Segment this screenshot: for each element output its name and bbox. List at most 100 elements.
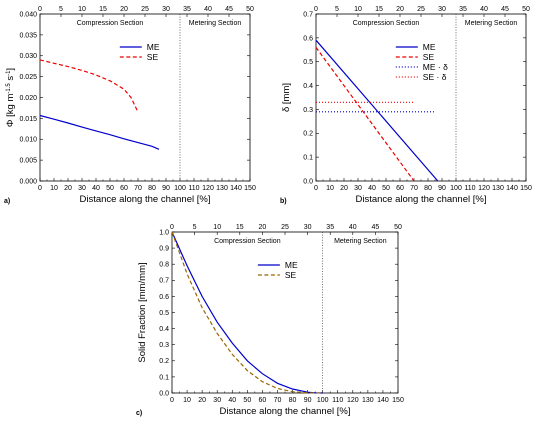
x-tick-label: 60 xyxy=(396,185,404,192)
chart-panel-a: 0 10 20 30 40 50 60 70 80 90 100 110 120 130 140 150 0 5 1… xyxy=(4,6,256,205)
y-axis-label: δ [mm] xyxy=(281,83,292,112)
x-tick-label: 110 xyxy=(188,185,199,192)
top-tick-label: 40 xyxy=(349,224,357,231)
y-axis-label-part: s xyxy=(5,76,16,84)
x-tick-label: 0 xyxy=(170,397,174,404)
legend-label: ME · δ xyxy=(423,62,448,72)
y-tick-label: 0.1 xyxy=(303,155,313,162)
top-tick-label: 25 xyxy=(141,6,149,13)
top-tick-label: 10 xyxy=(78,6,86,13)
top-tick-label: 15 xyxy=(375,6,383,13)
y-tick-label: 0.2 xyxy=(159,358,169,365)
x-tick-label: 90 xyxy=(304,397,312,404)
top-tick-label: 5 xyxy=(193,224,197,231)
x-tick-label: 120 xyxy=(347,397,359,404)
x-tick-label: 60 xyxy=(120,185,128,192)
y-tick-label: 0.015 xyxy=(19,116,37,123)
top-tick-label: 15 xyxy=(99,6,107,13)
series-line xyxy=(171,231,323,394)
x-tick-label: 30 xyxy=(213,397,221,404)
y-tick-label: 0.6 xyxy=(303,35,313,42)
x-axis-label: Distance along the channel [%] xyxy=(80,194,211,205)
x-tick-label: 70 xyxy=(410,185,418,192)
y-tick-label: 0.035 xyxy=(19,32,37,39)
chart-panel-b: 0 10 20 30 40 50 60 70 80 90 100 110 120 130 140 150 0 5 1… xyxy=(280,6,532,205)
top-tick-label: 20 xyxy=(259,224,267,231)
x-tick-label: 110 xyxy=(464,185,475,192)
y-tick-label: 0.5 xyxy=(159,310,169,317)
top-tick-label: 10 xyxy=(354,6,362,13)
x-tick-label: 130 xyxy=(492,185,504,192)
panel-letter: b) xyxy=(280,198,287,205)
y-tick-label: 0.0 xyxy=(159,390,169,397)
x-tick-label: 70 xyxy=(274,397,282,404)
y-axis-label-part: Φ [kg m xyxy=(5,94,16,128)
x-tick-label: 100 xyxy=(450,185,462,192)
top-tick-label: 0 xyxy=(314,6,318,13)
plot-frame xyxy=(315,13,527,182)
x-tick-label: 80 xyxy=(424,185,432,192)
y-tick-label: 0.6 xyxy=(159,294,169,301)
top-tick-label: 50 xyxy=(394,224,402,231)
x-tick-label: 0 xyxy=(314,185,318,192)
x-tick-label: 50 xyxy=(382,185,390,192)
y-axis-label-part: -1 xyxy=(6,70,12,76)
y-tick-label: 1.0 xyxy=(159,229,169,236)
y-tick-label: 0.5 xyxy=(303,59,313,66)
y-tick-label: 0.2 xyxy=(303,131,313,138)
plot-frame xyxy=(171,231,399,394)
x-tick-label: 50 xyxy=(243,397,251,404)
y-tick-label: 0.040 xyxy=(19,11,37,18)
compression-section-label: Compression Section xyxy=(214,238,281,245)
top-tick-label: 50 xyxy=(246,6,254,13)
top-tick-label: 35 xyxy=(326,224,334,231)
legend-label: SE · δ xyxy=(423,72,447,82)
x-tick-label: 30 xyxy=(354,185,362,192)
top-tick-label: 30 xyxy=(438,6,446,13)
top-tick-label: 0 xyxy=(170,224,174,231)
y-tick-label: 0.005 xyxy=(19,158,37,165)
x-tick-label: 60 xyxy=(259,397,267,404)
x-tick-label: 20 xyxy=(340,185,348,192)
legend-label: SE xyxy=(285,270,297,280)
metering-section-label: Metering Section xyxy=(334,238,387,245)
x-tick-label: 40 xyxy=(228,397,236,404)
plot-frame xyxy=(39,13,251,182)
y-tick-label: 0.010 xyxy=(19,137,37,144)
x-tick-label: 130 xyxy=(362,397,374,404)
top-tick-label: 40 xyxy=(204,6,212,13)
legend-label: ME xyxy=(147,42,160,52)
legend-label: ME xyxy=(423,42,436,52)
y-tick-label: 0.7 xyxy=(303,11,313,18)
x-tick-label: 90 xyxy=(162,185,170,192)
top-tick-label: 40 xyxy=(480,6,488,13)
x-tick-label: 40 xyxy=(368,185,376,192)
y-tick-label: 0.3 xyxy=(303,107,313,114)
legend-label: ME xyxy=(285,260,298,270)
x-tick-label: 20 xyxy=(198,397,206,404)
series-line xyxy=(171,231,323,394)
x-tick-label: 50 xyxy=(106,185,114,192)
y-tick-label: 0.020 xyxy=(19,95,37,102)
top-tick-label: 30 xyxy=(162,6,170,13)
series-line xyxy=(39,114,160,150)
x-tick-label: 150 xyxy=(392,397,404,404)
x-tick-label: 140 xyxy=(506,185,518,192)
x-tick-label: 10 xyxy=(326,185,334,192)
y-axis-label-part: -1.5 xyxy=(6,83,12,94)
x-tick-label: 110 xyxy=(332,397,343,404)
x-axis-label: Distance along the channel [%] xyxy=(220,406,351,417)
panel-letter: c) xyxy=(136,410,142,417)
legend-label: SE xyxy=(147,52,159,62)
top-tick-label: 15 xyxy=(236,224,244,231)
panel-letter: a) xyxy=(4,198,10,205)
x-tick-label: 150 xyxy=(244,185,256,192)
x-tick-label: 80 xyxy=(148,185,156,192)
legend-label: SE xyxy=(423,52,435,62)
y-tick-label: 0.9 xyxy=(159,246,169,253)
top-tick-label: 35 xyxy=(183,6,191,13)
x-tick-label: 130 xyxy=(216,185,228,192)
top-tick-label: 45 xyxy=(372,224,380,231)
y-tick-label: 0.8 xyxy=(159,262,169,269)
